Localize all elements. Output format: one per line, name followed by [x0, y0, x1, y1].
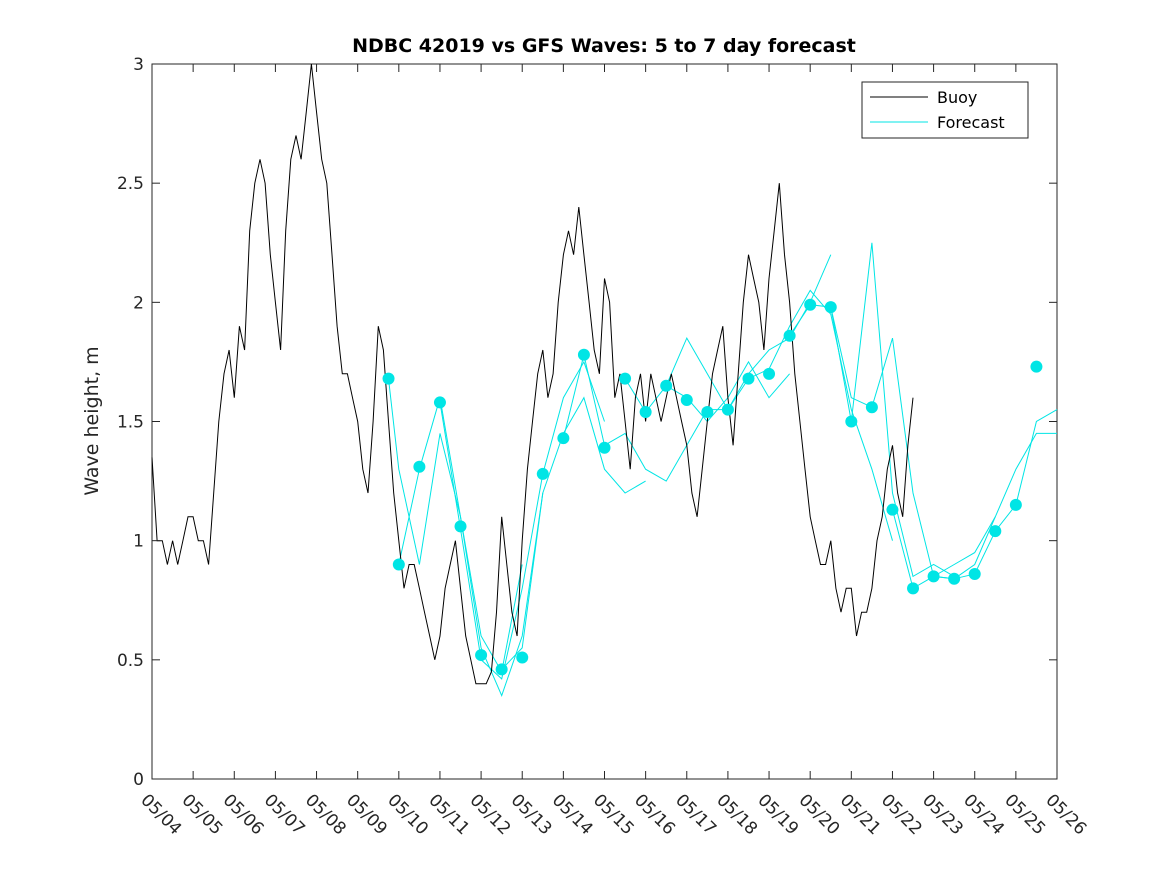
- x-tick-label: 05/16: [630, 790, 679, 839]
- forecast-line: [727, 289, 893, 541]
- x-tick-label: 05/14: [548, 790, 597, 839]
- forecast-point: [598, 441, 611, 454]
- chart-title: NDBC 42019 vs GFS Waves: 5 to 7 day fore…: [352, 35, 856, 57]
- forecast-point: [865, 401, 878, 414]
- legend-box: [861, 81, 1029, 139]
- x-tick-label: 05/26: [1041, 790, 1090, 839]
- forecast-point: [968, 568, 981, 581]
- x-tick-label: 05/23: [918, 790, 967, 839]
- x-tick-label: 05/22: [877, 790, 926, 839]
- x-tick-label: 05/25: [1000, 790, 1049, 839]
- forecast-markers: [382, 298, 1043, 676]
- forecast-line: [562, 354, 728, 482]
- x-tick-label: 05/07: [260, 790, 309, 839]
- x-tick-label: 05/17: [671, 790, 720, 839]
- x-tick-label: 05/19: [754, 790, 803, 839]
- y-tick-label: 2: [133, 293, 144, 313]
- buoy-series: [151, 63, 914, 685]
- y-tick-label: 1: [133, 532, 144, 552]
- forecast-point: [783, 329, 796, 342]
- y-tick-label: 2.5: [117, 174, 144, 194]
- forecast-point: [824, 301, 837, 314]
- forecast-point: [382, 372, 395, 385]
- x-tick-label: 05/21: [836, 790, 885, 839]
- y-tick-label: 0.5: [117, 651, 144, 671]
- forecast-line: [501, 396, 646, 670]
- forecast-point: [495, 663, 508, 676]
- forecast-point: [721, 403, 734, 416]
- y-axis: 0 0.5 1 1.5 2 2.5 3: [117, 55, 1057, 790]
- y-tick-label: 1.5: [117, 413, 144, 433]
- x-tick-label: 05/12: [466, 790, 515, 839]
- forecast-point: [845, 415, 858, 428]
- forecast-point: [804, 298, 817, 311]
- x-tick-label: 05/10: [383, 790, 432, 839]
- buoy-line: [151, 63, 914, 685]
- forecast-point: [557, 432, 570, 445]
- forecast-point: [1030, 360, 1043, 373]
- forecast-point: [680, 394, 693, 407]
- forecast-point: [742, 372, 755, 385]
- x-tick-label: 05/06: [219, 790, 268, 839]
- forecast-point: [907, 582, 920, 595]
- x-tick-label: 05/11: [424, 790, 473, 839]
- forecast-point: [619, 372, 632, 385]
- forecast-point: [413, 460, 426, 473]
- forecast-point: [660, 379, 673, 392]
- x-tick-label: 05/13: [507, 790, 556, 839]
- forecast-line: [439, 360, 605, 680]
- x-tick-label: 05/05: [178, 790, 227, 839]
- x-tick-label: 05/20: [795, 790, 844, 839]
- forecast-point: [577, 348, 590, 361]
- x-tick-label: 05/15: [589, 790, 638, 839]
- forecast-point: [475, 649, 488, 662]
- forecast-point: [433, 396, 446, 409]
- legend: Buoy Forecast: [861, 81, 1029, 139]
- y-axis-label: Wave height, m: [81, 346, 103, 495]
- x-tick-label: 05/18: [712, 790, 761, 839]
- x-tick-label: 05/08: [301, 790, 350, 839]
- forecast-point: [701, 405, 714, 418]
- forecast-point: [516, 651, 529, 664]
- y-tick-label: 0: [133, 770, 144, 790]
- legend-label-buoy: Buoy: [937, 88, 977, 107]
- forecast-line: [398, 397, 544, 697]
- x-tick-label: 05/24: [959, 790, 1008, 839]
- forecast-point: [763, 367, 776, 380]
- legend-label-forecast: Forecast: [937, 113, 1005, 132]
- forecast-point: [536, 467, 549, 480]
- forecast-point: [927, 570, 940, 583]
- forecast-point: [1009, 498, 1022, 511]
- forecast-line: [830, 306, 996, 578]
- x-tick-label: 05/04: [136, 790, 185, 839]
- forecast-line: [892, 432, 1057, 590]
- forecast-line: [789, 242, 955, 578]
- forecast-point: [886, 503, 899, 516]
- x-tick-label: 05/09: [342, 790, 391, 839]
- forecast-point: [948, 572, 961, 585]
- forecast-point: [989, 525, 1002, 538]
- forecast-point: [392, 558, 405, 571]
- forecast-point: [454, 520, 467, 533]
- forecast-point: [639, 405, 652, 418]
- y-tick-label: 3: [133, 55, 144, 75]
